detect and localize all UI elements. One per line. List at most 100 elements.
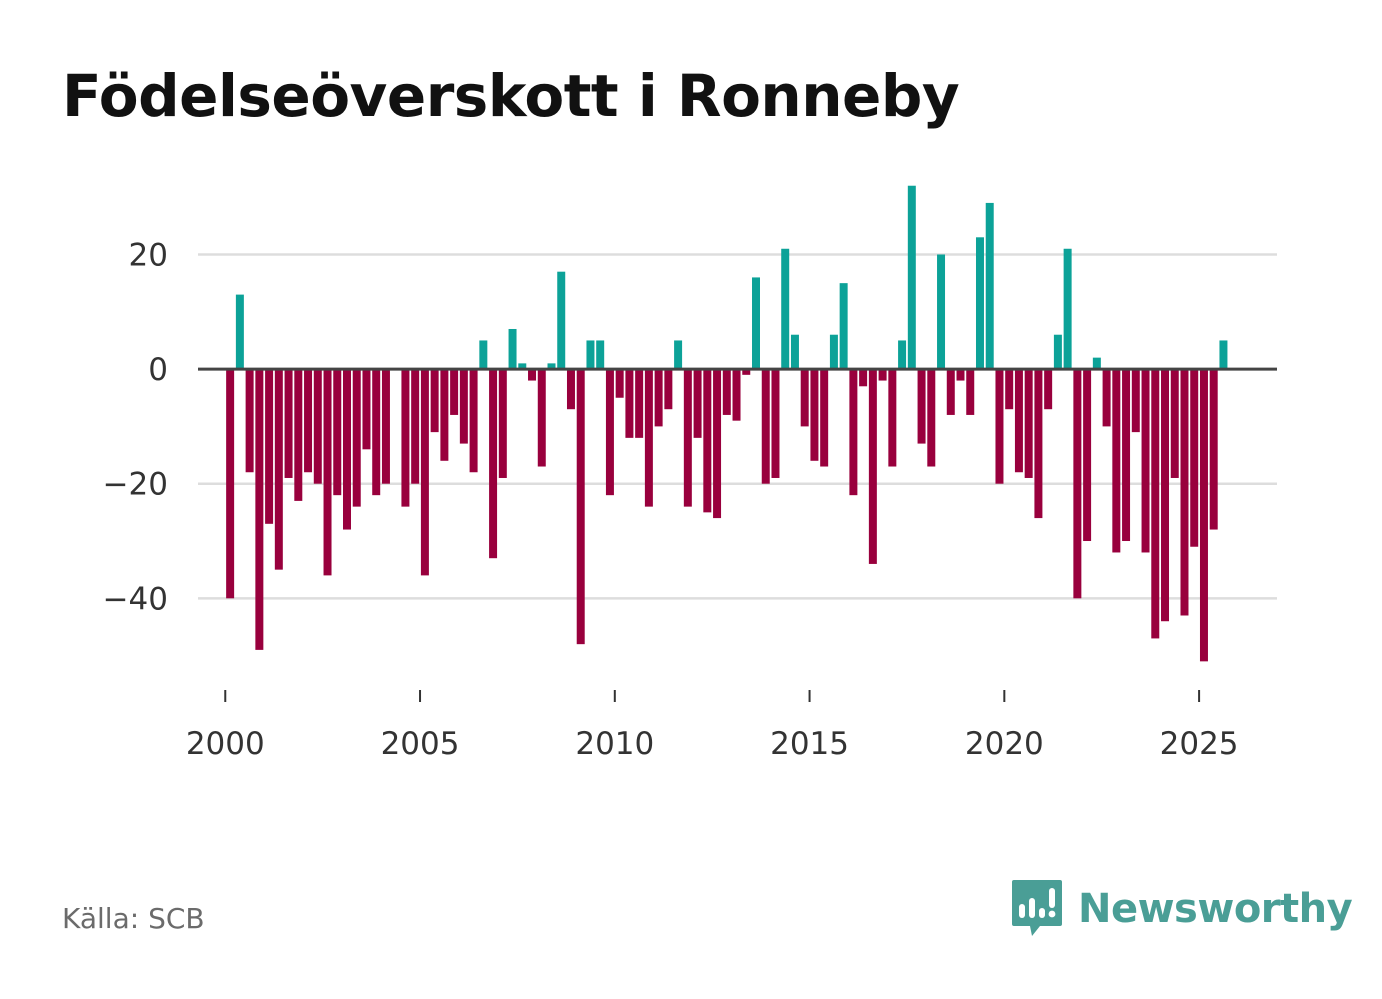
bar [917, 369, 926, 444]
bar [284, 369, 293, 478]
bar [1190, 369, 1199, 547]
bar [255, 369, 264, 650]
bar [576, 369, 585, 645]
bar [566, 369, 575, 410]
bar [313, 369, 322, 484]
y-tick-label: 0 [148, 352, 168, 388]
bar [1219, 340, 1228, 370]
bar [469, 369, 478, 473]
bar [450, 369, 459, 415]
bar [1151, 369, 1160, 639]
bar [1141, 369, 1150, 553]
bar [323, 369, 332, 576]
bar [625, 369, 634, 438]
bar [1053, 334, 1062, 370]
bar [752, 277, 760, 370]
bar [703, 369, 712, 513]
bar [878, 369, 887, 381]
bar [898, 340, 907, 370]
y-tick-label: −40 [103, 581, 168, 617]
bar [333, 369, 342, 496]
bar [596, 340, 605, 370]
bar [781, 248, 790, 370]
bars [226, 185, 1228, 662]
bar [1034, 369, 1043, 519]
brand-name: Newsworthy [1078, 886, 1353, 932]
x-tick-label: 2020 [965, 726, 1044, 762]
source-label: Källa: SCB [62, 902, 205, 935]
bar [995, 369, 1004, 484]
bar [693, 369, 702, 438]
bar [498, 369, 507, 478]
bar [420, 369, 429, 576]
y-tick-label: −20 [103, 467, 168, 503]
x-tick-label: 2015 [770, 726, 849, 762]
bar [537, 369, 546, 467]
bar [528, 369, 537, 381]
bar [1161, 369, 1170, 622]
bar [790, 334, 799, 370]
bar [372, 369, 381, 496]
bar [1112, 369, 1121, 553]
bar [479, 340, 488, 370]
bar [304, 369, 313, 473]
bar [722, 369, 731, 415]
bar [401, 369, 410, 507]
bar [459, 369, 468, 444]
bar [1199, 369, 1208, 662]
newsworthy-logo-icon [1012, 880, 1062, 936]
bar [888, 369, 897, 467]
brand-logo[interactable]: Newsworthy [1010, 878, 1353, 940]
bar [1083, 369, 1092, 542]
bar [849, 369, 858, 496]
bar [674, 340, 683, 370]
x-tick-label: 2000 [186, 726, 265, 762]
bar [1073, 369, 1082, 599]
bar [1063, 248, 1072, 370]
bar [966, 369, 975, 415]
bar [985, 202, 994, 370]
bar [956, 369, 965, 381]
bar [440, 369, 449, 461]
bar [430, 369, 439, 433]
bar [226, 369, 235, 599]
bar [742, 369, 751, 375]
bar [1122, 369, 1131, 542]
bar [352, 369, 361, 507]
bar [664, 369, 673, 410]
bar [245, 369, 254, 473]
bar [508, 328, 517, 370]
bar [1209, 369, 1218, 530]
bar [975, 237, 984, 370]
bar [265, 369, 274, 524]
bar [868, 369, 877, 564]
bar [1170, 369, 1179, 478]
bar [294, 369, 303, 501]
x-axis-ticks: 2000 2005 2010 2015 2020 2025 [186, 690, 1239, 762]
bar [644, 369, 653, 507]
bar [381, 369, 390, 484]
bar [635, 369, 644, 438]
x-tick-label: 2025 [1160, 726, 1239, 762]
bar [343, 369, 351, 530]
bar [615, 369, 624, 398]
bar [1005, 369, 1014, 410]
bar [713, 369, 722, 519]
bar [547, 363, 556, 370]
bar [1014, 369, 1023, 473]
bar [489, 369, 498, 559]
bar [820, 369, 829, 467]
bar [274, 369, 283, 570]
bar [800, 369, 809, 427]
bar [235, 294, 244, 370]
x-tick-label: 2010 [575, 726, 654, 762]
bar [683, 369, 692, 507]
bar [1092, 357, 1101, 370]
bar [732, 369, 741, 421]
bar [927, 369, 936, 467]
bar [362, 369, 371, 450]
bar [1180, 369, 1189, 616]
bar [518, 363, 527, 370]
bar [771, 369, 780, 478]
bar [907, 185, 916, 370]
